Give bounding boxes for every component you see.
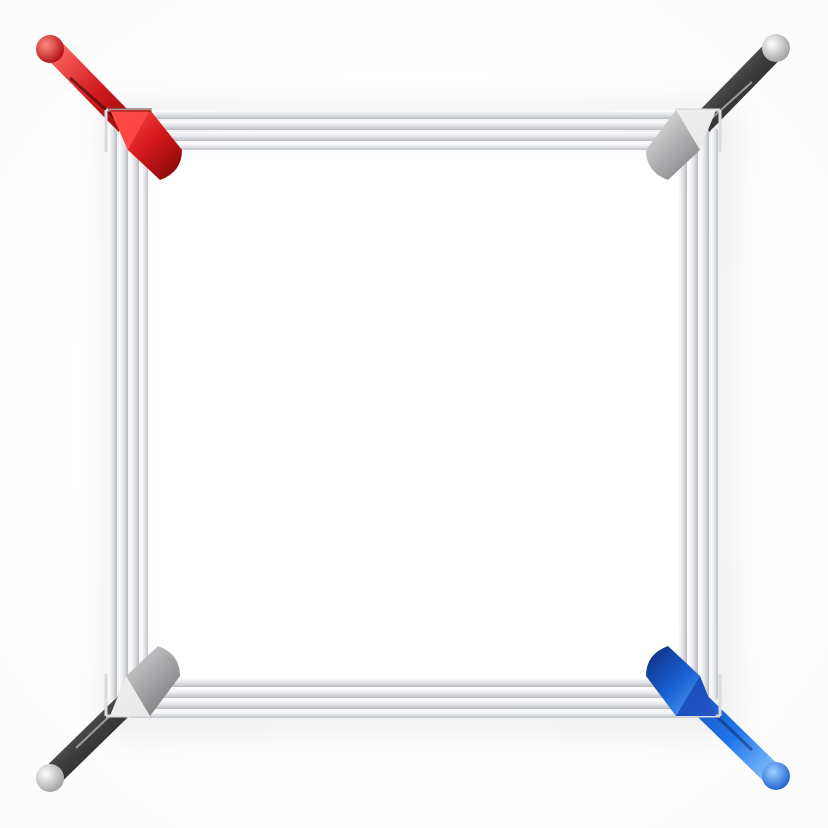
rope-bottom	[128, 678, 700, 718]
corner-pad-blue	[646, 646, 716, 716]
pole-cap-white	[36, 764, 64, 792]
corner-pad-neutral-top-right	[646, 110, 716, 180]
pole-cap-blue	[762, 762, 790, 790]
pole-cap-white	[762, 34, 790, 62]
rope-top	[128, 110, 700, 150]
rope-right	[678, 128, 718, 700]
ring-shadow	[107, 107, 733, 733]
corner-brackets	[104, 108, 722, 718]
corner-pad-red	[108, 108, 182, 180]
rope-left	[108, 128, 148, 700]
corner-pad-neutral-bottom-left	[110, 646, 180, 716]
pole-cap-red	[36, 35, 64, 63]
